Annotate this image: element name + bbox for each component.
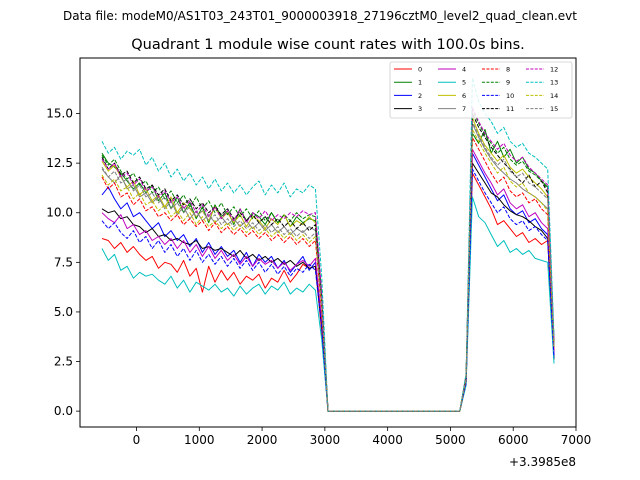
legend-label-12: 12 bbox=[550, 66, 558, 74]
legend-label-9: 9 bbox=[506, 79, 510, 87]
y-tick-label: 15.0 bbox=[46, 107, 73, 121]
legend-label-7: 7 bbox=[462, 105, 466, 113]
x-tick-label: 4000 bbox=[372, 433, 403, 447]
series-layer bbox=[101, 77, 555, 412]
legend-label-5: 5 bbox=[462, 79, 466, 87]
legend-box bbox=[389, 61, 573, 119]
series-line-15 bbox=[101, 121, 555, 412]
series-line-4 bbox=[101, 148, 555, 412]
series-line-11 bbox=[101, 113, 555, 412]
y-tick-label: 5.0 bbox=[54, 305, 73, 319]
x-tick-label: 2000 bbox=[247, 433, 278, 447]
legend-label-15: 15 bbox=[550, 105, 558, 113]
x-offset-label: +3.3985e8 bbox=[509, 455, 576, 469]
legend-label-14: 14 bbox=[550, 92, 558, 100]
x-tick-label: 1000 bbox=[184, 433, 215, 447]
x-tick-label: 5000 bbox=[435, 433, 466, 447]
chart-title: Quadrant 1 module wise count rates with … bbox=[131, 37, 525, 53]
figure-suptitle: Data file: modeM0/AS1T03_243T01_90000039… bbox=[63, 9, 577, 23]
y-axis: 0.0 2.5 5.0 7.5 10.0 12.5 15.0 bbox=[46, 107, 80, 418]
y-tick-label: 12.5 bbox=[46, 156, 73, 170]
legend-label-11: 11 bbox=[506, 105, 514, 113]
x-tick-label: 3000 bbox=[310, 433, 341, 447]
y-tick-label: 2.5 bbox=[54, 355, 73, 369]
legend-label-13: 13 bbox=[550, 79, 558, 87]
y-tick-label: 7.5 bbox=[54, 255, 73, 269]
series-line-0 bbox=[101, 172, 555, 412]
series-line-1 bbox=[101, 128, 555, 412]
legend-label-6: 6 bbox=[462, 92, 466, 100]
legend-label-10: 10 bbox=[506, 92, 514, 100]
series-line-12 bbox=[101, 107, 555, 412]
legend-label-4: 4 bbox=[462, 66, 466, 74]
series-line-14 bbox=[101, 128, 555, 412]
legend-label-0: 0 bbox=[418, 66, 422, 74]
y-tick-label: 10.0 bbox=[46, 206, 73, 220]
y-tick-label: 0.0 bbox=[54, 404, 73, 418]
x-tick-label: 0 bbox=[133, 433, 141, 447]
legend-label-8: 8 bbox=[506, 66, 510, 74]
legend-label-3: 3 bbox=[418, 105, 422, 113]
series-line-5 bbox=[101, 196, 555, 412]
x-tick-label: 6000 bbox=[498, 433, 529, 447]
legend-label-1: 1 bbox=[418, 79, 422, 87]
x-axis: 0 1000 2000 3000 4000 5000 6000 7000 bbox=[133, 427, 592, 447]
x-tick-label: 7000 bbox=[561, 433, 592, 447]
legend-label-2: 2 bbox=[418, 92, 422, 100]
plot-frame bbox=[79, 57, 577, 428]
series-line-13 bbox=[101, 77, 555, 412]
series-line-7 bbox=[101, 123, 555, 412]
